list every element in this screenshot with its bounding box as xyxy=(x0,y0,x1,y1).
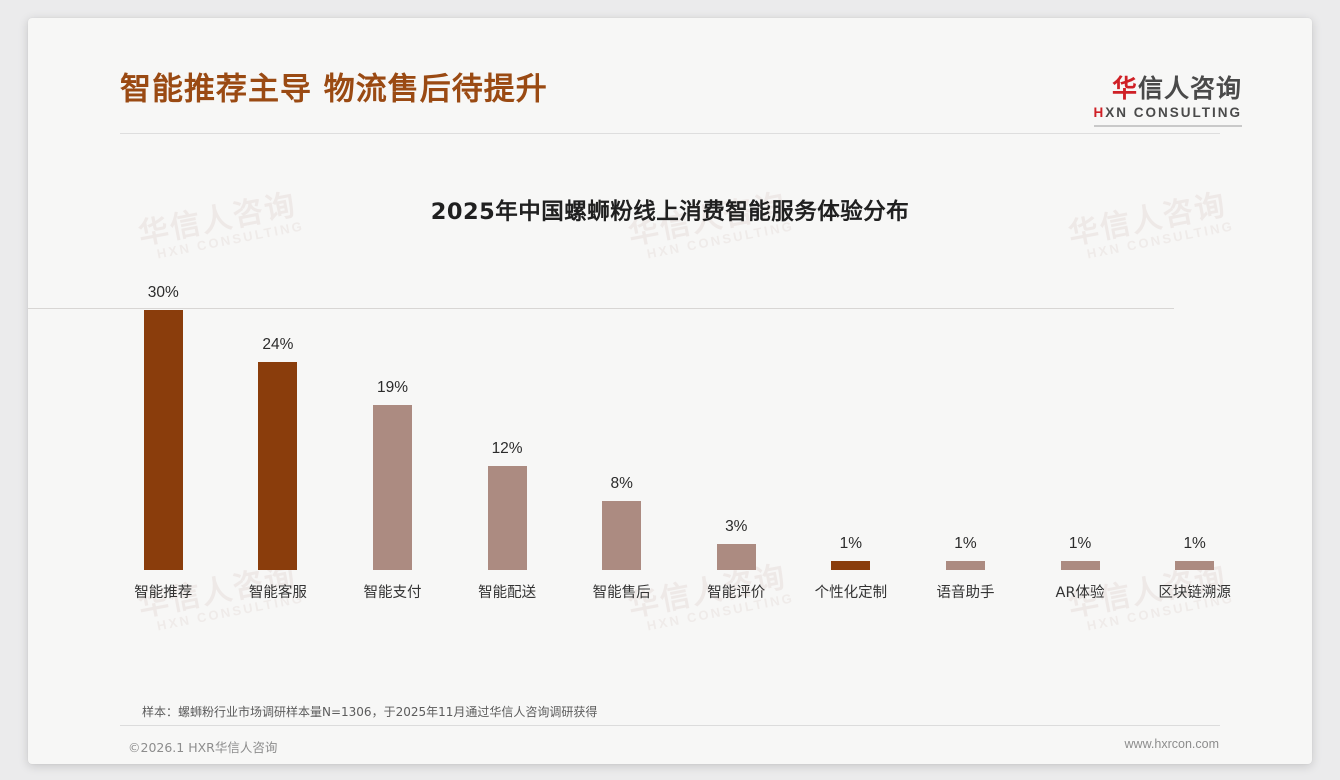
bar-value-label: 1% xyxy=(1068,535,1092,553)
bar-rect[interactable] xyxy=(487,466,527,570)
website-url: www.hxrcon.com xyxy=(1124,737,1219,751)
bar-rect[interactable] xyxy=(716,544,756,570)
x-axis-category-label: 智能配送 xyxy=(478,585,537,601)
x-axis-category-label: 智能售后 xyxy=(592,585,651,601)
x-axis-category-label: 语音助手 xyxy=(936,585,995,601)
bar-value-label: 30% xyxy=(147,284,179,301)
x-axis-baseline xyxy=(28,308,1174,309)
bar-group[interactable]: 1% xyxy=(1137,280,1252,570)
footer-divider xyxy=(120,725,1220,726)
bar-group[interactable]: 1% xyxy=(908,280,1023,570)
bar-value-label: 8% xyxy=(610,474,633,492)
x-axis-category-label: AR体验 xyxy=(1055,585,1105,601)
bar-value-label: 24% xyxy=(262,336,294,353)
header-divider xyxy=(120,133,1220,134)
bar-rect[interactable] xyxy=(143,310,183,570)
bar-group[interactable]: 3% xyxy=(679,280,794,570)
bar-series: 30% 24% 19% 12% 8% 3% 1% 1% 1% 1% xyxy=(106,280,1252,570)
bar-value-label: 1% xyxy=(1183,535,1206,553)
bar-value-label: 19% xyxy=(376,379,408,397)
slide-header: 智能推荐主导 物流售后待提升 华信人咨询 HXN CONSULTING xyxy=(28,18,1312,134)
x-axis-category-labels: 智能推荐 智能客服 智能支付 智能配送 智能售后 智能评价 个性化定制 语音助手 AR体验 区块链… xyxy=(106,581,1252,602)
x-axis-category-label: 智能评价 xyxy=(707,585,766,601)
logo-cn-accent-char: 华 xyxy=(1111,74,1138,103)
bar-group[interactable]: 30% xyxy=(106,280,221,570)
logo-english-name: HXN CONSULTING xyxy=(1094,105,1243,120)
company-logo: 华信人咨询 HXN CONSULTING xyxy=(1093,74,1243,128)
x-axis-category-label: 智能推荐 xyxy=(134,585,193,601)
bar-chart-plot-area: 30% 24% 19% 12% 8% 3% 1% 1% 1% 1% xyxy=(106,280,1252,570)
x-axis-category-label: 智能支付 xyxy=(363,585,422,601)
bar-group[interactable]: 1% xyxy=(794,280,909,570)
bar-rect[interactable] xyxy=(945,561,985,570)
bar-group[interactable]: 19% xyxy=(335,280,450,570)
copyright-text: ©2026.1 HXR华信人咨询 xyxy=(128,740,278,755)
bar-group[interactable]: 12% xyxy=(450,280,565,570)
page-title: 智能推荐主导 物流售后待提升 xyxy=(120,71,548,108)
bar-rect[interactable] xyxy=(1175,561,1215,570)
x-axis-category-label: 智能客服 xyxy=(248,585,307,601)
logo-chinese-name: 华信人咨询 xyxy=(1094,74,1243,103)
logo-cn-rest: 信人咨询 xyxy=(1137,74,1242,103)
bar-group[interactable]: 1% xyxy=(1023,280,1138,570)
logo-en-accent-char: H xyxy=(1093,105,1106,121)
chart-title: 2025年中国螺蛳粉线上消费智能服务体验分布 xyxy=(430,199,910,225)
x-axis-category-label: 个性化定制 xyxy=(814,585,888,601)
bar-rect[interactable] xyxy=(258,362,298,570)
bar-rect[interactable] xyxy=(1060,561,1100,570)
chart-footnote: 样本：螺蛳粉行业市场调研样本量N=1306，于2025年11月通过华信人咨询调研… xyxy=(142,705,598,719)
bar-rect[interactable] xyxy=(831,561,871,570)
bar-value-label: 1% xyxy=(839,535,863,553)
bar-value-label: 1% xyxy=(954,535,977,553)
bar-group[interactable]: 24% xyxy=(221,280,336,570)
bar-rect[interactable] xyxy=(372,405,412,570)
logo-underline xyxy=(1093,125,1242,128)
bar-group[interactable]: 8% xyxy=(564,280,679,570)
x-axis-category-label: 区块链溯源 xyxy=(1158,585,1231,601)
slide-canvas: 华信人咨询 HXN CONSULTING 华信人咨询 HXN CONSULTIN… xyxy=(28,18,1312,764)
bar-value-label: 12% xyxy=(491,440,523,457)
bar-rect[interactable] xyxy=(602,500,642,570)
logo-en-rest: XN CONSULTING xyxy=(1105,105,1242,121)
bar-value-label: 3% xyxy=(725,518,748,535)
